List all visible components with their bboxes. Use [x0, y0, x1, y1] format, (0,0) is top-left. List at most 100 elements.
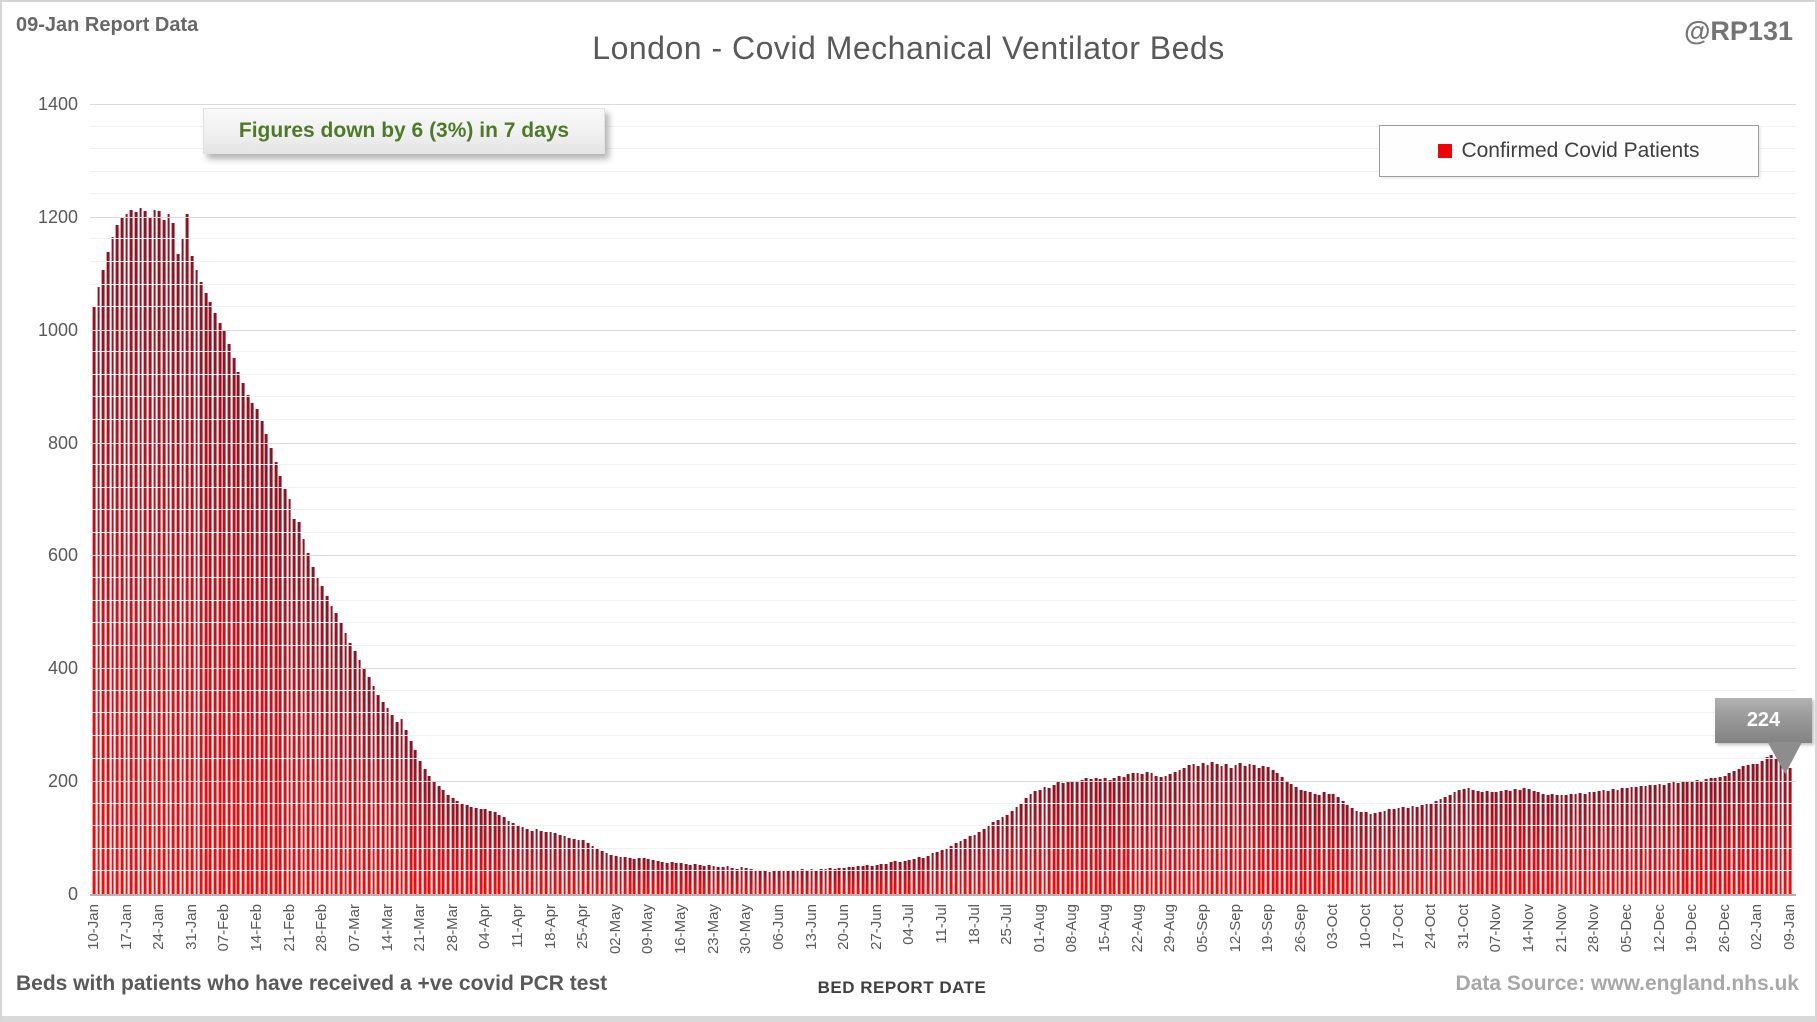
bar[interactable] [544, 831, 548, 894]
bar[interactable] [358, 659, 361, 894]
bar[interactable] [926, 855, 930, 894]
bar[interactable] [889, 862, 893, 894]
bar[interactable] [1052, 784, 1056, 894]
bar[interactable] [474, 808, 478, 894]
bar[interactable] [1499, 791, 1503, 894]
bar[interactable] [376, 695, 380, 894]
bar[interactable] [1495, 792, 1498, 894]
bar[interactable] [1387, 809, 1391, 894]
bar[interactable] [1742, 766, 1745, 894]
bar[interactable] [782, 870, 785, 894]
bar[interactable] [1755, 764, 1759, 894]
bar[interactable] [651, 860, 655, 894]
bar[interactable] [749, 869, 753, 894]
bar[interactable] [269, 448, 273, 894]
bar[interactable] [404, 730, 408, 894]
bar[interactable] [134, 212, 138, 894]
bar[interactable] [479, 809, 483, 894]
bar[interactable] [1732, 771, 1736, 894]
bar[interactable] [167, 214, 170, 894]
bar[interactable] [1709, 777, 1713, 894]
bar[interactable] [1373, 812, 1377, 894]
bar[interactable] [1061, 783, 1065, 894]
bar[interactable] [115, 225, 119, 894]
bar[interactable] [1038, 789, 1042, 894]
bar[interactable] [963, 838, 967, 894]
bar[interactable] [241, 383, 245, 894]
bar[interactable] [1359, 811, 1363, 894]
bar[interactable] [609, 854, 613, 894]
bar[interactable] [670, 862, 674, 894]
bar[interactable] [428, 775, 431, 894]
bar[interactable] [111, 236, 115, 894]
bar[interactable] [912, 859, 916, 894]
bar[interactable] [1448, 794, 1452, 894]
bar[interactable] [1555, 794, 1559, 894]
bar[interactable] [320, 586, 324, 894]
bar[interactable] [1420, 804, 1424, 894]
bar[interactable] [819, 868, 823, 894]
bar[interactable] [1630, 786, 1633, 894]
bar[interactable] [325, 596, 329, 894]
bar[interactable] [1676, 782, 1680, 894]
bar[interactable] [1485, 791, 1489, 894]
bar[interactable] [129, 210, 133, 894]
bar[interactable] [1164, 775, 1168, 894]
bar[interactable] [1620, 788, 1624, 894]
bar[interactable] [1769, 755, 1773, 894]
bar[interactable] [1168, 774, 1172, 894]
bar[interactable] [1536, 792, 1540, 894]
bar[interactable] [1029, 793, 1032, 894]
bar[interactable] [1266, 767, 1270, 894]
bar[interactable] [297, 521, 301, 894]
bar[interactable] [977, 831, 981, 894]
bar[interactable] [870, 865, 874, 894]
bar[interactable] [894, 861, 897, 894]
bar[interactable] [1569, 793, 1573, 894]
bar[interactable] [740, 867, 744, 894]
bar[interactable] [1453, 792, 1456, 894]
bar[interactable] [251, 403, 254, 894]
bar[interactable] [661, 861, 664, 894]
bar[interactable] [1243, 766, 1247, 894]
bar[interactable] [1122, 776, 1126, 894]
bar[interactable] [516, 825, 520, 894]
bar[interactable] [1760, 760, 1764, 894]
bar[interactable] [1560, 795, 1564, 894]
bar[interactable] [437, 785, 441, 894]
bar[interactable] [1658, 783, 1661, 894]
bar[interactable] [1010, 810, 1014, 894]
bar[interactable] [511, 822, 515, 894]
bar[interactable] [824, 869, 827, 894]
bar[interactable] [1192, 764, 1195, 894]
bar[interactable] [432, 781, 436, 894]
bar[interactable] [838, 868, 841, 894]
bar[interactable] [847, 866, 851, 894]
bar[interactable] [497, 815, 501, 894]
bar[interactable] [223, 329, 226, 894]
bar[interactable] [1001, 817, 1004, 894]
bar[interactable] [907, 860, 911, 894]
bar[interactable] [483, 809, 487, 894]
bar[interactable] [702, 865, 706, 894]
bar[interactable] [1178, 769, 1182, 894]
bar[interactable] [1299, 789, 1303, 894]
bar[interactable] [1662, 784, 1666, 894]
bar[interactable] [1686, 782, 1689, 894]
bar[interactable] [414, 750, 417, 894]
bar[interactable] [623, 857, 627, 894]
bar[interactable] [917, 857, 921, 894]
bar[interactable] [288, 499, 292, 894]
bar[interactable] [1779, 761, 1783, 894]
bar[interactable] [204, 293, 208, 894]
bar[interactable] [1350, 808, 1354, 894]
bar[interactable] [372, 686, 375, 894]
bar[interactable] [209, 301, 212, 894]
bar[interactable] [106, 251, 110, 894]
bar[interactable] [1136, 772, 1140, 894]
bar[interactable] [884, 864, 888, 894]
bar[interactable] [1085, 778, 1088, 894]
bar[interactable] [1509, 790, 1512, 894]
bar[interactable] [1672, 782, 1675, 894]
bar[interactable] [1746, 765, 1750, 894]
